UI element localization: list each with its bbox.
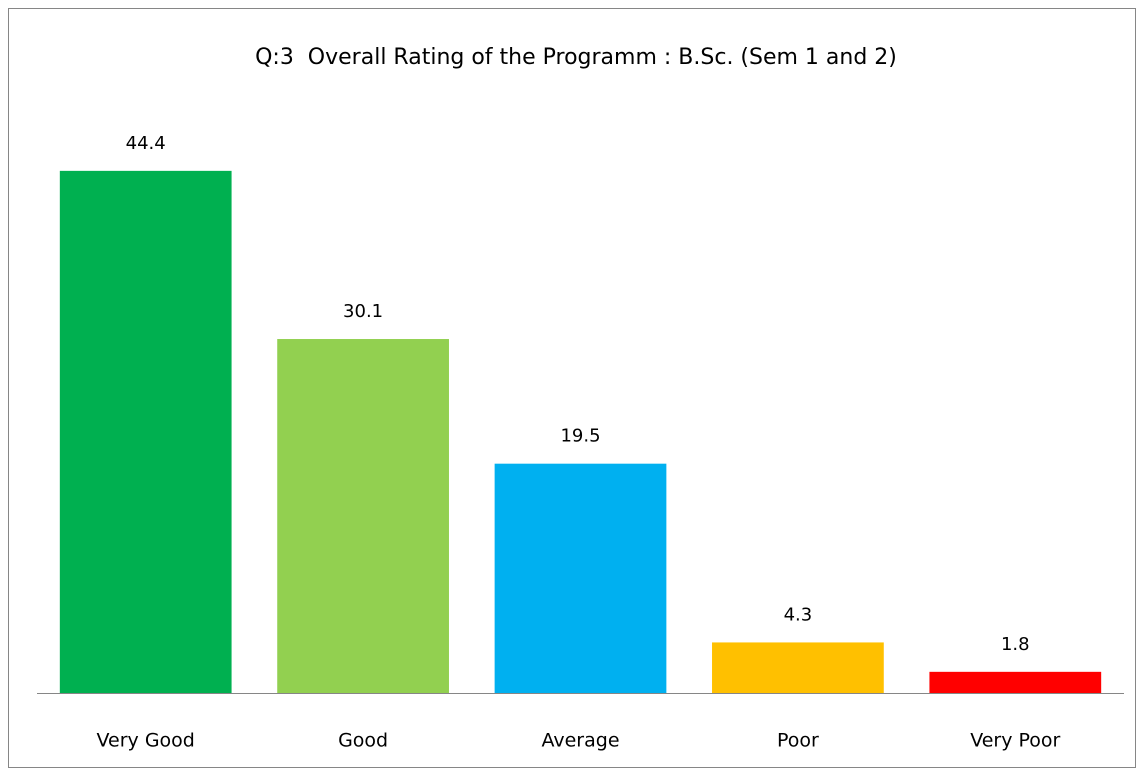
data-label: 1.8 bbox=[1001, 634, 1030, 655]
bar bbox=[59, 170, 232, 693]
bar bbox=[494, 463, 667, 693]
x-tick-label: Poor bbox=[777, 730, 819, 752]
data-label: 4.3 bbox=[784, 604, 813, 625]
bar bbox=[277, 339, 449, 693]
data-label: 19.5 bbox=[560, 426, 600, 447]
bar bbox=[712, 642, 884, 693]
chart-title: Q:3 Overall Rating of the Programm : B.S… bbox=[255, 45, 897, 70]
x-tick-label: Good bbox=[338, 730, 388, 752]
x-tick-label: Very Poor bbox=[970, 730, 1060, 752]
data-label: 44.4 bbox=[126, 133, 166, 154]
data-label: 30.1 bbox=[343, 301, 383, 322]
x-tick-label: Average bbox=[541, 730, 619, 752]
bar bbox=[929, 671, 1102, 693]
x-tick-label: Very Good bbox=[97, 730, 195, 752]
